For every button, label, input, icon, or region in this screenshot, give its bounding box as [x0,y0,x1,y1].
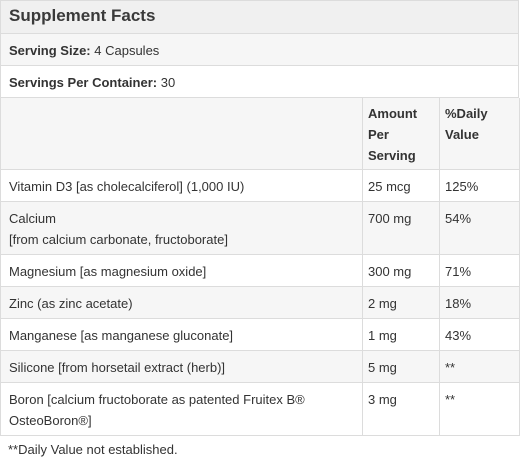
nutrient-amount: 2 mg [362,286,440,319]
table-row: Silicone [from horsetail extract (herb)]… [0,350,520,383]
serving-size-row: Serving Size: 4 Capsules [0,34,519,66]
nutrients-table: Amount Per Serving %Daily Value Vitamin … [0,98,520,436]
daily-value-column-header: %Daily Value [439,98,520,170]
nutrient-daily-value: ** [439,350,520,383]
table-row: Vitamin D3 [as cholecalciferol] (1,000 I… [0,169,520,202]
serving-size-label: Serving Size: [9,43,91,58]
nutrient-column-header [0,98,363,170]
nutrient-daily-value: 71% [439,254,520,287]
nutrient-amount: 700 mg [362,201,440,255]
panel-title: Supplement Facts [0,0,519,34]
nutrient-daily-value: 43% [439,318,520,351]
table-row: Calcium [from calcium carbonate, fructob… [0,201,520,255]
nutrient-amount: 1 mg [362,318,440,351]
nutrient-daily-value: 125% [439,169,520,202]
servings-per-container-value: 30 [160,75,176,90]
nutrient-name: Boron [calcium fructoborate as patented … [0,382,363,436]
nutrient-name: Silicone [from horsetail extract (herb)] [0,350,363,383]
nutrient-daily-value: ** [439,382,520,436]
nutrient-name: Calcium [from calcium carbonate, fructob… [0,201,363,255]
nutrient-name: Magnesium [as magnesium oxide] [0,254,363,287]
serving-size-value: 4 Capsules [94,43,160,58]
amount-column-header: Amount Per Serving [362,98,440,170]
nutrient-amount: 3 mg [362,382,440,436]
table-row: Manganese [as manganese gluconate] 1 mg … [0,318,520,351]
nutrient-name: Vitamin D3 [as cholecalciferol] (1,000 I… [0,169,363,202]
table-row: Zinc (as zinc acetate) 2 mg 18% [0,286,520,319]
nutrient-amount: 300 mg [362,254,440,287]
table-header-row: Amount Per Serving %Daily Value [0,98,520,170]
nutrient-name: Manganese [as manganese gluconate] [0,318,363,351]
servings-per-container-label: Servings Per Container: [9,75,158,90]
daily-value-footnote: **Daily Value not established. [8,441,178,457]
table-row: Boron [calcium fructoborate as patented … [0,382,520,436]
nutrient-daily-value: 18% [439,286,520,319]
nutrient-amount: 5 mg [362,350,440,383]
nutrient-amount: 25 mcg [362,169,440,202]
servings-per-container-row: Servings Per Container: 30 [0,66,519,98]
nutrient-daily-value: 54% [439,201,520,255]
nutrient-name: Zinc (as zinc acetate) [0,286,363,319]
table-row: Magnesium [as magnesium oxide] 300 mg 71… [0,254,520,287]
supplement-facts-panel: Supplement Facts Serving Size: 4 Capsule… [0,0,520,457]
